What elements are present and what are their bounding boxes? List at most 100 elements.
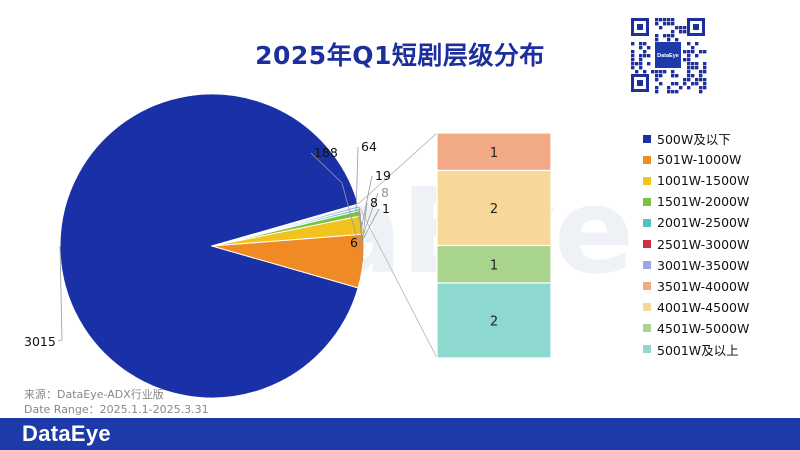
qr-module — [675, 74, 679, 78]
qr-module — [639, 46, 643, 50]
qr-module — [675, 26, 679, 30]
footer-bar: DataEye — [0, 418, 800, 450]
legend-label: 2501W-3000W — [657, 236, 750, 252]
qr-module — [631, 66, 635, 70]
qr-module — [667, 90, 671, 94]
legend-label: 2001W-2500W — [657, 215, 750, 231]
legend-swatch — [643, 134, 651, 143]
qr-module — [671, 18, 675, 22]
legend-item: 1001W-1500W — [643, 170, 749, 191]
legend-label: 3001W-3500W — [657, 257, 750, 273]
qr-module — [659, 26, 663, 30]
qr-module — [679, 30, 683, 34]
qr-module — [647, 54, 651, 58]
qr-module — [683, 82, 687, 86]
legend-item: 4001W-4500W — [643, 297, 749, 318]
qr-module — [671, 70, 675, 74]
pie-data-label: 1 — [382, 201, 390, 216]
qr-module — [691, 62, 695, 66]
qr-module — [687, 70, 691, 74]
chart-title: 2025年Q1短剧层级分布 — [255, 41, 545, 70]
qr-module — [703, 66, 707, 70]
qr-module — [671, 34, 675, 38]
legend-label: 3501W-4000W — [657, 278, 750, 294]
pie-data-label: 6 — [350, 235, 358, 250]
legend-item: 1501W-2000W — [643, 191, 749, 212]
qr-module — [643, 54, 647, 58]
bar-data-label: 1 — [490, 146, 498, 161]
qr-module — [691, 66, 695, 70]
qr-module — [667, 18, 671, 22]
qr-module — [639, 62, 643, 66]
date-range-line: Date Range：2025.1.1-2025.3.31 — [24, 403, 209, 416]
source-note: 来源：DataEye-ADX行业版 Date Range：2025.1.1-20… — [24, 387, 209, 417]
source-line: 来源：DataEye-ADX行业版 — [24, 388, 164, 401]
qr-module — [703, 50, 707, 54]
bar-data-label: 2 — [490, 315, 498, 330]
qr-module — [699, 78, 703, 82]
legend-swatch — [643, 197, 651, 206]
qr-module — [631, 62, 635, 66]
pie-data-label: 64 — [361, 139, 377, 154]
legend-swatch — [643, 240, 651, 249]
qr-module — [635, 62, 639, 66]
qr-module — [655, 18, 659, 22]
qr-module — [639, 42, 643, 46]
qr-module — [679, 26, 683, 30]
qr-module — [671, 82, 675, 86]
qr-module — [675, 38, 679, 42]
bar-segment — [436, 282, 552, 359]
qr-module — [687, 54, 691, 58]
pie-leader-line — [358, 202, 368, 245]
bar-data-label: 2 — [490, 202, 498, 217]
pie-leader-line — [57, 245, 63, 342]
qr-module — [687, 42, 691, 46]
brand-logo: DataEye — [22, 421, 111, 446]
qr-module — [643, 70, 647, 74]
legend-label: 501W-1000W — [657, 152, 742, 168]
pie-slice — [211, 203, 360, 247]
qr-module — [655, 70, 659, 74]
qr-module — [675, 82, 679, 86]
qr-module — [671, 74, 675, 78]
qr-module — [655, 90, 659, 94]
legend-swatch — [643, 324, 651, 333]
legend-swatch — [643, 218, 651, 227]
qr-module — [651, 70, 655, 74]
legend-item: 2501W-3000W — [643, 233, 749, 254]
qr-badge-text: DataEye — [657, 53, 679, 59]
qr-module — [691, 50, 695, 54]
qr-module — [695, 42, 699, 46]
pie-data-label: 188 — [314, 145, 338, 160]
legend-label: 4001W-4500W — [657, 299, 750, 315]
qr-module — [687, 66, 691, 70]
qr-module — [687, 58, 691, 62]
qr-module — [655, 38, 659, 42]
legend-item: 3001W-3500W — [643, 255, 749, 276]
legend-label: 1501W-2000W — [657, 194, 750, 210]
qr-module — [643, 50, 647, 54]
qr-module — [683, 50, 687, 54]
pie-data-label: 3015 — [24, 334, 56, 349]
pie-data-label: 8 — [381, 185, 389, 200]
qr-module — [639, 54, 643, 58]
qr-module — [635, 70, 639, 74]
qr-module — [639, 66, 643, 70]
qr-module — [691, 82, 695, 86]
qr-module — [679, 86, 683, 90]
qr-module — [699, 86, 703, 90]
legend-label: 1001W-1500W — [657, 173, 750, 189]
qr-module — [671, 30, 675, 34]
qr-module — [667, 22, 671, 26]
qr-module — [667, 86, 671, 90]
legend-swatch — [643, 282, 651, 291]
qr-module — [647, 62, 651, 66]
bar-segment — [436, 169, 552, 247]
qr-module — [631, 54, 635, 58]
qr-module — [647, 46, 651, 50]
qr-module — [699, 74, 703, 78]
qr-module — [667, 34, 671, 38]
qr-module — [703, 86, 707, 90]
qr-module — [655, 34, 659, 38]
